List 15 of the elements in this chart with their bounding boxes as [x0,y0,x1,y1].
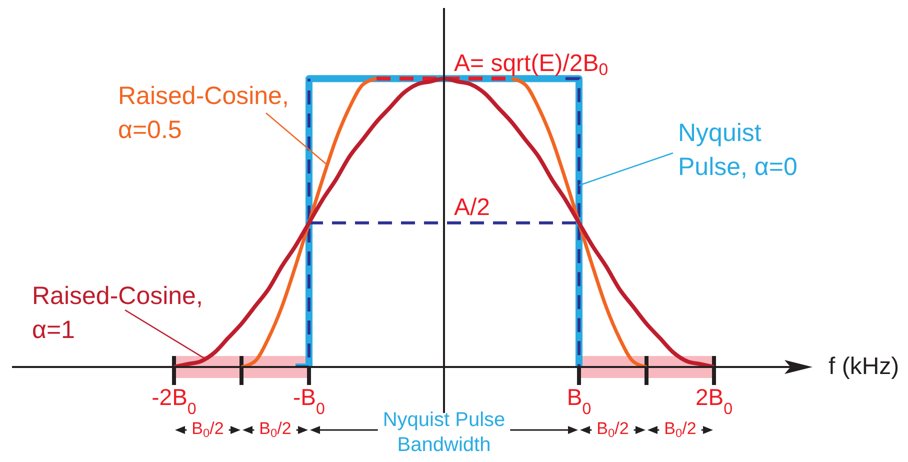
annotation: A= sqrt(E)/2B$_{0}$ [454,50,608,79]
text: B$_{0}$/2 [596,419,630,440]
text: B$_{0}$/2 [663,419,698,440]
text: Nyquist Pulse Bandwidth [382,408,506,458]
series-label: Raised-Cosine, α=1 [32,281,204,346]
text: B$_{0}$/2 [190,419,225,440]
series-label: Raised-Cosine, α=0.5 [118,81,290,146]
x-tick-label: 2B$_{0}$ [695,384,733,418]
x-axis-title: f (kHz) [828,353,900,381]
x-tick-label: B$_{0}$ [566,384,592,418]
text: Nyquist Pulse, α=0 [678,118,798,183]
x-tick-label: -2B$_{0}$ [152,384,196,418]
x-tick-label: -B$_{0}$ [293,384,326,418]
text: B$_{0}$/2 [258,419,292,440]
annotation: A/2 [454,194,490,221]
